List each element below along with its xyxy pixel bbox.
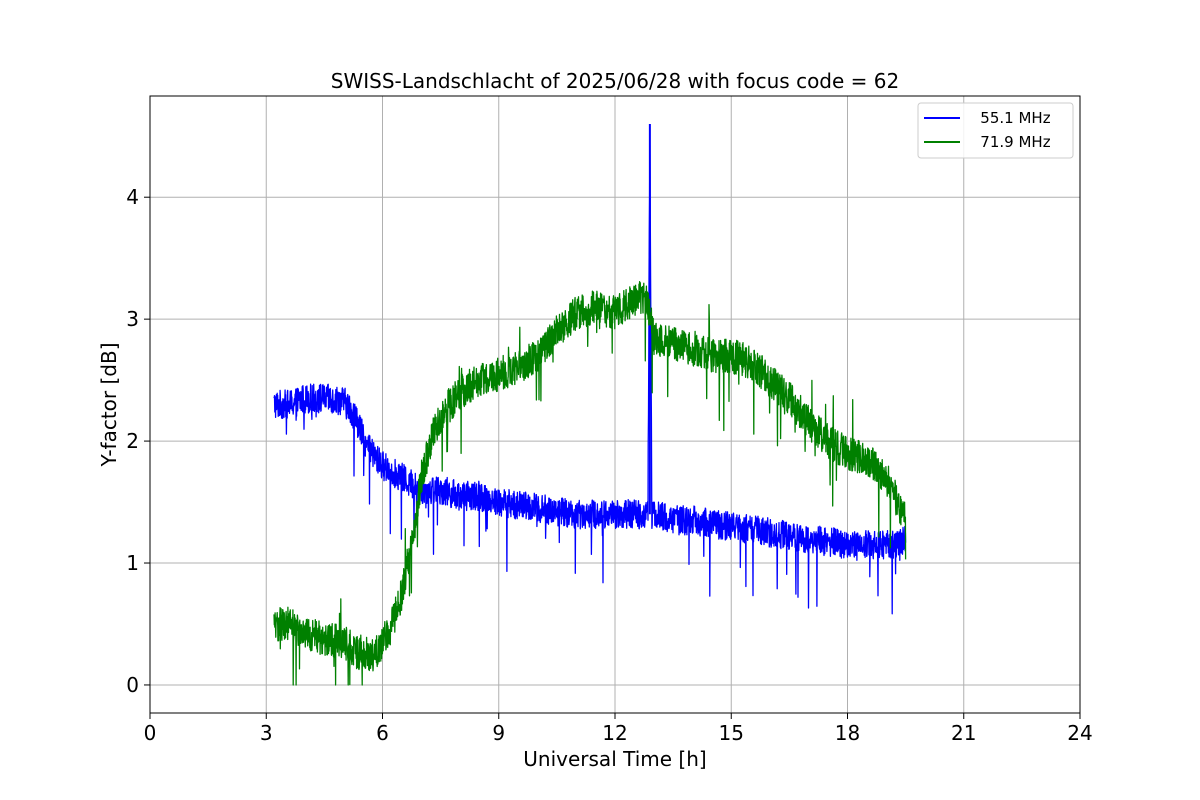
y-axis: 0 1 2 3 4: [126, 185, 150, 697]
y-tick-label: 3: [126, 307, 139, 331]
series-layer: [273, 124, 907, 686]
y-tick-label: 1: [126, 551, 139, 575]
x-axis-label: Universal Time [h]: [523, 747, 706, 771]
x-tick-label: 15: [719, 721, 744, 745]
series-line-1: [273, 135, 907, 615]
x-tick-label: 21: [951, 721, 976, 745]
x-tick-label: 24: [1067, 721, 1092, 745]
series-line-2: [273, 280, 907, 686]
legend-box: [917, 102, 1074, 159]
legend-label: 71.9 MHz: [966, 133, 1051, 151]
x-tick-label: 0: [144, 721, 157, 745]
x-tick-label: 18: [835, 721, 860, 745]
legend-label: 55.1 MHz: [966, 109, 1051, 127]
y-tick-label: 2: [126, 429, 139, 453]
x-tick-label: 3: [260, 721, 273, 745]
y-tick-label: 0: [126, 673, 139, 697]
x-axis: 0 3 6 9 12 15 18 21 24: [144, 713, 1093, 745]
y-axis-label: Y-factor [dB]: [97, 342, 121, 467]
legend: 55.1 MHz 71.9 MHz: [917, 102, 1074, 159]
x-tick-label: 12: [602, 721, 627, 745]
chart-title: SWISS-Landschlacht of 2025/06/28 with fo…: [331, 69, 899, 93]
y-tick-label: 4: [126, 185, 139, 209]
x-tick-label: 9: [492, 721, 505, 745]
x-tick-label: 6: [376, 721, 389, 745]
